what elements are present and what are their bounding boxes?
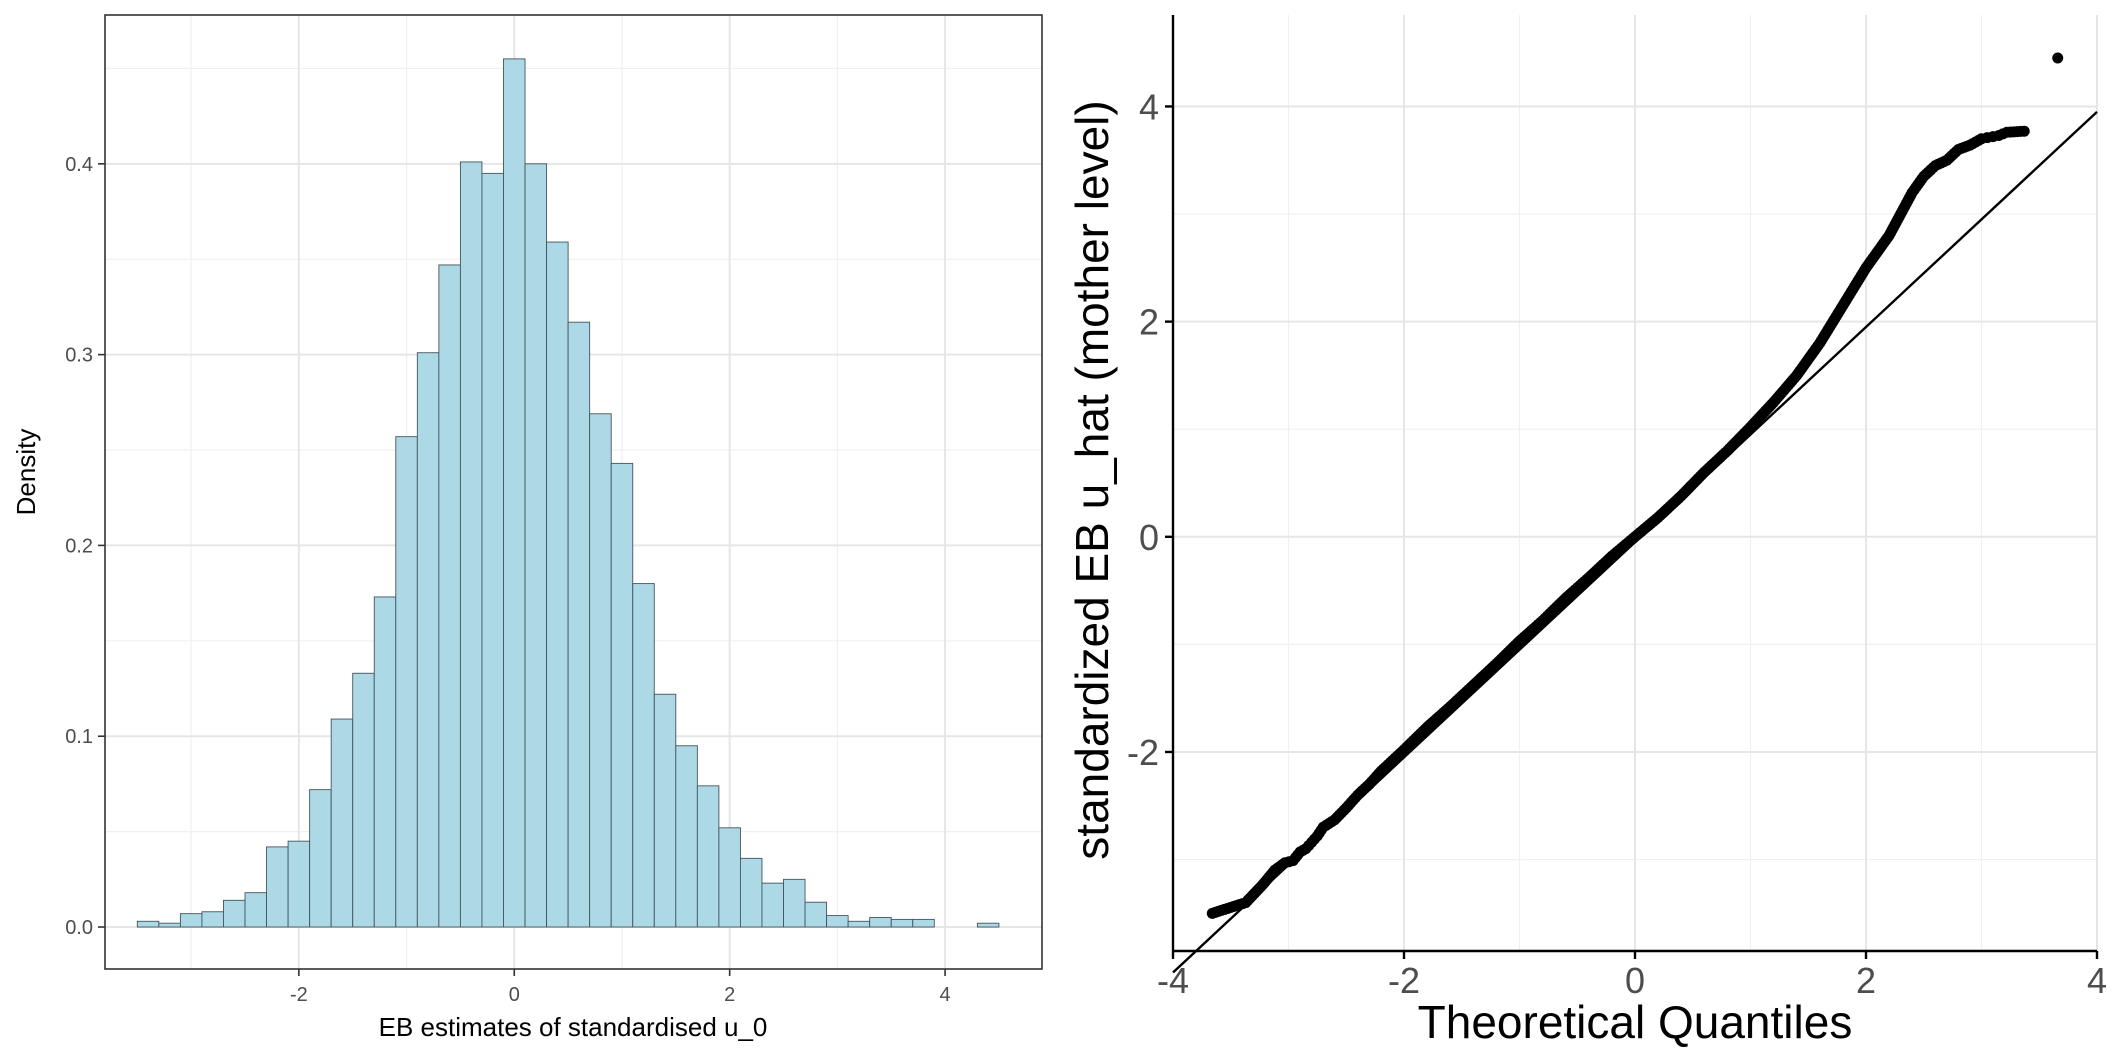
histogram-bar [696,785,720,928]
qq-x-tick-label: -2 [1388,960,1420,1001]
histogram-bar [244,892,268,928]
histogram-bar [373,596,397,928]
histogram-bar [179,913,203,928]
histogram-bar [567,321,591,928]
histogram-bar [438,264,461,928]
histogram-bar [826,915,849,928]
histogram-bar [847,920,871,928]
histogram-y-tick-label: 0.4 [65,154,93,176]
qq-y-axis-label: standardized EB u_hat (mother level) [1066,100,1118,859]
qq-point [2018,125,2030,137]
histogram-y-tick-label: 0.2 [65,535,93,557]
qq-x-tick-label: 0 [1625,960,1645,1001]
qq-x-ticks: -4 -2 0 2 4 [1157,951,2107,1001]
histogram-bar [330,718,354,928]
histogram-bar [352,672,375,928]
histogram-x-tick-label: 4 [940,984,951,1006]
histogram-bar [675,745,698,928]
qq-points [1206,52,2064,919]
histogram-bar [610,462,634,928]
qq-x-tick-label: 4 [2087,960,2107,1001]
qq-point [2052,52,2064,64]
histogram-y-ticks: 0.0 0.1 0.2 0.3 0.4 [65,154,105,939]
histogram-bar [481,172,504,928]
histogram-bar [503,58,526,928]
histogram-bar [136,920,160,928]
histogram-bar [869,917,892,928]
histogram-bar [546,241,569,928]
histogram-bar [589,413,612,928]
histogram-bar [158,922,181,928]
histogram-bar [718,827,741,928]
histogram-y-tick-label: 0.0 [65,917,93,939]
histogram-y-tick-label: 0.3 [65,345,93,367]
histogram-bar [524,163,548,928]
histogram-bar [783,878,806,928]
histogram-x-ticks: -2 0 2 4 [290,969,951,1006]
histogram-bar [266,846,289,928]
histogram-bar [912,918,935,928]
histogram-bars [136,58,1000,928]
qq-y-tick-label: 4 [1139,86,1159,127]
histogram-x-tick-label: 0 [509,984,520,1006]
histogram-panel-border [104,14,1043,970]
qq-x-tick-label: -4 [1157,960,1189,1001]
histogram-x-tick-label: -2 [290,984,308,1006]
histogram-bar [761,882,784,928]
qq-gridlines [1172,15,2098,951]
histogram-bar [804,901,828,928]
qq-y-ticks: -2 0 2 4 [1127,86,1173,773]
histogram-x-axis-label: EB estimates of standardised u_0 [379,1012,768,1042]
histogram-bar [976,922,1000,928]
histogram-bar [201,911,224,928]
qq-y-tick-label: -2 [1127,732,1159,773]
histogram-bar [309,789,332,928]
histogram-bar [459,161,483,928]
qq-panel: -4 -2 0 2 4 -2 0 2 4 Theoretical Quantiles stan… [1066,15,2107,1048]
histogram-bar [632,583,655,928]
histogram-bar [416,352,440,928]
histogram-bar [739,857,763,928]
qq-x-tick-label: 2 [1856,960,1876,1001]
histogram-bar [890,918,914,928]
histogram-x-tick-label: 2 [724,984,735,1006]
histogram-bar [653,693,677,928]
qq-x-axis-label: Theoretical Quantiles [1418,996,1853,1048]
histogram-bar [223,899,246,928]
histogram-y-tick-label: 0.1 [65,726,93,748]
histogram-y-axis-label: Density [11,429,41,516]
qq-y-tick-label: 2 [1139,302,1159,343]
histogram-bar [287,840,311,928]
histogram-bar [395,436,418,928]
qq-y-tick-label: 0 [1139,517,1159,558]
histogram-panel: -2 0 2 4 0.0 0.1 0.2 0.3 0.4 EB estimates of st… [11,14,1043,1042]
